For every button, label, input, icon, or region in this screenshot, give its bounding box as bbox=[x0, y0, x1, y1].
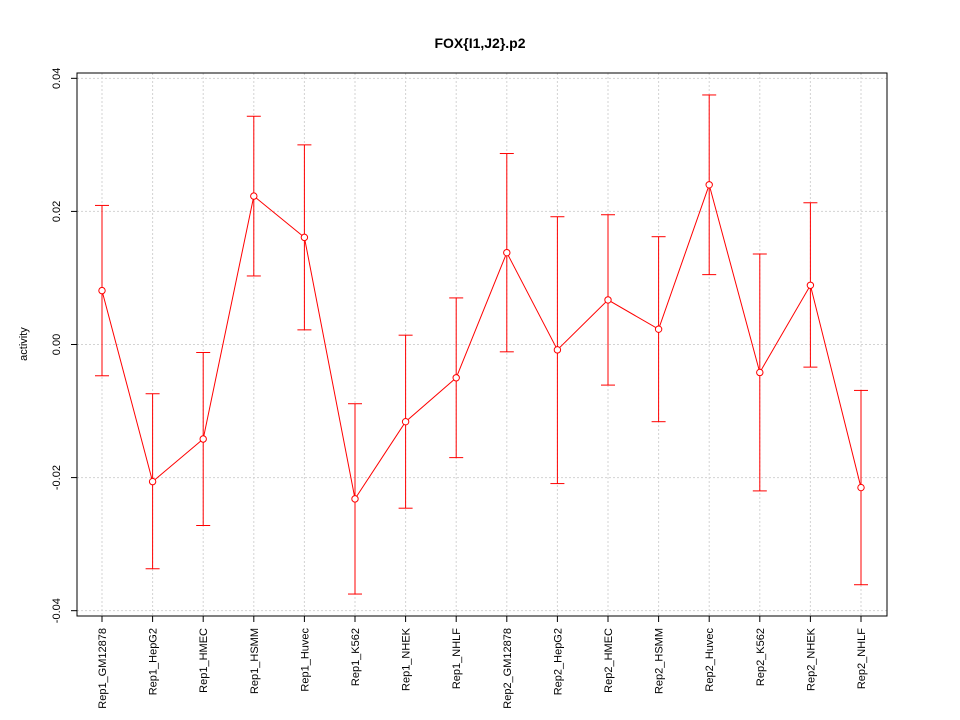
data-point bbox=[857, 483, 865, 492]
x-tick-label: Rep1_HSMM bbox=[249, 628, 261, 694]
x-tick-label: Rep1_Huvec bbox=[299, 628, 311, 692]
x-tick-label: Rep2_NHEK bbox=[805, 627, 817, 691]
data-point bbox=[401, 417, 410, 426]
x-tick-label: Rep1_GM12878 bbox=[97, 628, 109, 709]
data-point bbox=[250, 192, 258, 200]
x-tick-label: Rep2_Huvec bbox=[704, 628, 716, 692]
data-point bbox=[604, 296, 612, 304]
x-tick-label: Rep1_HepG2 bbox=[148, 628, 160, 695]
x-tick-label: Rep2_HSMM bbox=[654, 628, 666, 694]
series-line bbox=[101, 183, 862, 501]
x-tick-label: Rep2_NHLF bbox=[856, 628, 868, 689]
data-point bbox=[553, 346, 562, 354]
grid bbox=[77, 73, 887, 616]
data-point bbox=[654, 325, 663, 333]
data-point bbox=[199, 435, 207, 443]
y-tick-label: 0.02 bbox=[51, 201, 63, 222]
x-tick-label: Rep1_HMEC bbox=[198, 628, 210, 693]
x-tick-label: Rep2_GM12878 bbox=[502, 628, 514, 709]
x-tick-label: Rep2_HMEC bbox=[603, 628, 615, 693]
data-point bbox=[756, 368, 764, 377]
data-point bbox=[705, 181, 713, 189]
data-point bbox=[452, 374, 460, 382]
series-layer bbox=[95, 94, 868, 595]
data-point bbox=[98, 286, 106, 295]
x-tick-label: Rep1_NHEK bbox=[401, 627, 413, 691]
y-axis-label: activity bbox=[18, 327, 30, 361]
x-tick-label: Rep2_HepG2 bbox=[552, 628, 564, 695]
chart-title: FOX{I1,J2}.p2 bbox=[434, 35, 525, 51]
y-tick-label: -0.02 bbox=[51, 465, 63, 490]
x-tick-label: Rep1_K562 bbox=[350, 628, 362, 686]
data-point bbox=[806, 281, 815, 289]
y-tick-label: 0.00 bbox=[51, 334, 63, 355]
data-point bbox=[503, 248, 511, 257]
y-tick-label: 0.04 bbox=[51, 68, 63, 89]
axes: -0.04 -0.02 0.00 0.02 0.04 Rep1_GM12878 Rep1_H… bbox=[51, 68, 868, 709]
x-tick-label: Rep2_K562 bbox=[755, 628, 767, 686]
x-tick-label: Rep1_NHLF bbox=[451, 628, 463, 689]
data-point bbox=[300, 233, 309, 242]
data-point bbox=[148, 477, 157, 486]
y-tick-label: -0.04 bbox=[51, 598, 63, 623]
data-point bbox=[351, 495, 359, 503]
